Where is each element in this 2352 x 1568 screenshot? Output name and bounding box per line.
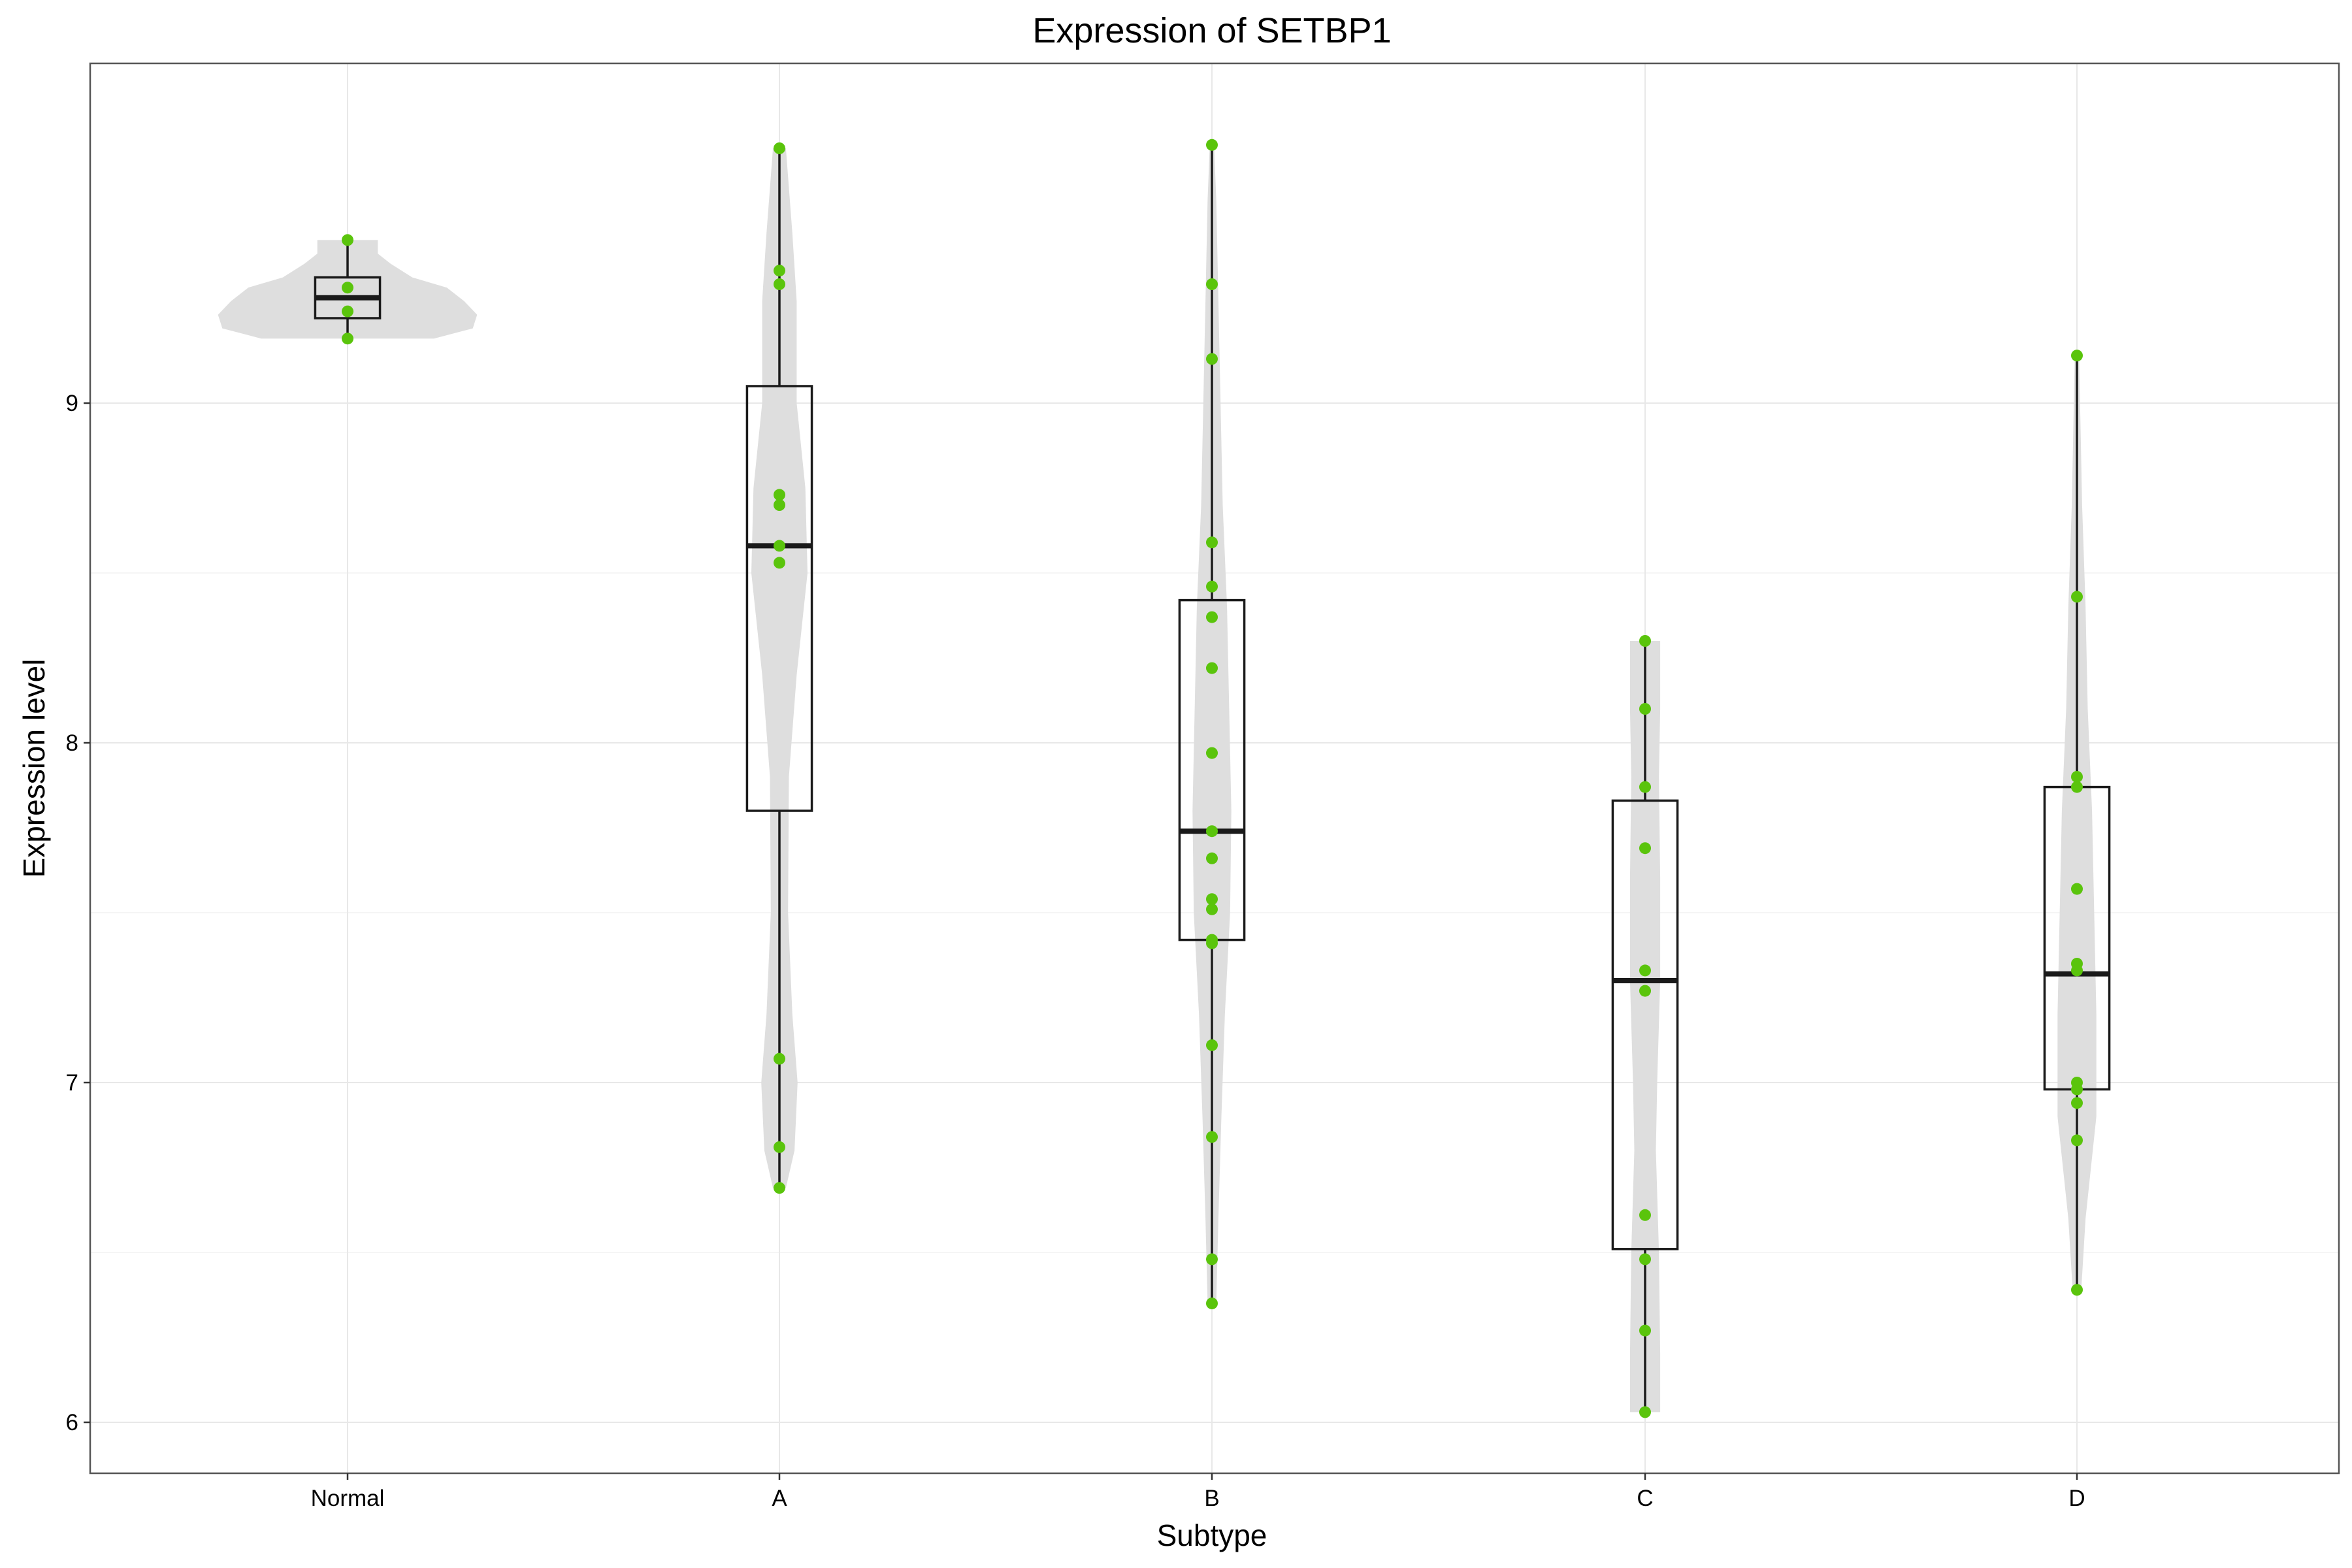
data-point-B	[1206, 852, 1218, 864]
plot-panel	[89, 62, 2340, 1475]
data-point-A	[774, 1141, 785, 1153]
x-tick-label: B	[1204, 1486, 1219, 1511]
y-tick-label: 7	[66, 1070, 78, 1096]
data-point-C	[1639, 703, 1651, 715]
data-point-A	[774, 489, 785, 501]
data-point-C	[1639, 781, 1651, 793]
data-point-B	[1206, 903, 1218, 915]
data-point-B	[1206, 1131, 1218, 1143]
violin-A	[751, 148, 808, 1188]
data-point-C	[1639, 1209, 1651, 1221]
data-point-B	[1206, 747, 1218, 759]
data-point-D	[2071, 964, 2083, 977]
data-points	[342, 139, 2083, 1418]
data-point-B	[1206, 611, 1218, 623]
data-point-A	[774, 265, 785, 277]
data-point-C	[1639, 635, 1651, 647]
data-point-C	[1639, 1253, 1651, 1266]
data-point-D	[2071, 1083, 2083, 1096]
data-point-C	[1639, 985, 1651, 997]
data-point-B	[1206, 937, 1218, 949]
y-tick-label: 6	[66, 1410, 78, 1435]
data-point-B	[1206, 893, 1218, 906]
data-point-B	[1206, 536, 1218, 549]
data-point-B	[1206, 1039, 1218, 1051]
data-point-C	[1639, 964, 1651, 977]
data-point-B	[1206, 580, 1218, 593]
data-point-B	[1206, 662, 1218, 674]
data-point-A	[774, 1053, 785, 1065]
chart-title: Expression of SETBP1	[1032, 11, 1391, 50]
data-point-C	[1639, 1406, 1651, 1418]
data-point-B	[1206, 353, 1218, 365]
data-point-A	[774, 557, 785, 569]
data-point-Normal	[342, 282, 353, 294]
data-point-Normal	[342, 234, 353, 246]
data-point-D	[2071, 883, 2083, 895]
data-point-D	[2071, 350, 2083, 362]
data-point-Normal	[342, 333, 353, 345]
violin-B	[1192, 144, 1232, 1303]
y-tick-label: 8	[66, 730, 78, 756]
x-axis-title: Subtype	[1157, 1518, 1267, 1552]
x-tick-label: Normal	[311, 1486, 385, 1511]
data-point-B	[1206, 278, 1218, 290]
data-point-A	[774, 278, 785, 290]
data-point-D	[2071, 771, 2083, 783]
data-point-D	[2071, 1134, 2083, 1147]
data-point-D	[2071, 591, 2083, 603]
data-point-B	[1206, 1253, 1218, 1266]
data-point-B	[1206, 139, 1218, 151]
data-point-D	[2071, 1284, 2083, 1296]
y-axis: 6 7 8 9	[66, 391, 90, 1435]
data-point-B	[1206, 825, 1218, 838]
data-point-A	[774, 540, 785, 552]
y-axis-title: Expression level	[17, 659, 51, 878]
x-tick-label: C	[1637, 1486, 1653, 1511]
data-point-A	[774, 142, 785, 154]
data-point-B	[1206, 1298, 1218, 1309]
data-point-Normal	[342, 305, 353, 318]
data-point-C	[1639, 842, 1651, 855]
x-tick-label: D	[2068, 1486, 2085, 1511]
data-point-A	[774, 1182, 785, 1194]
data-point-C	[1639, 1324, 1651, 1337]
x-axis: Normal A B C D	[311, 1473, 2085, 1511]
data-point-D	[2071, 1097, 2083, 1109]
violin-C	[1629, 641, 1661, 1413]
violin-D	[2057, 355, 2097, 1290]
data-point-A	[774, 499, 785, 511]
data-point-D	[2071, 781, 2083, 793]
box-A	[745, 385, 813, 812]
panel-border	[89, 62, 2340, 1475]
box-C	[1611, 799, 1679, 1250]
x-tick-label: A	[772, 1486, 787, 1511]
y-tick-label: 9	[66, 391, 78, 416]
